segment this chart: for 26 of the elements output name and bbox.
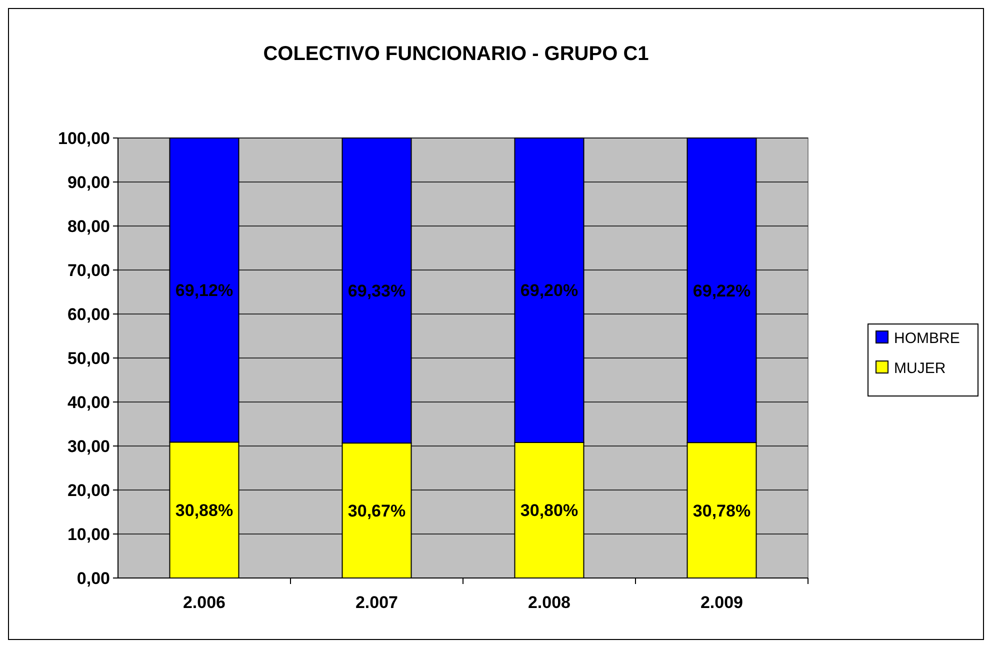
y-tick-label: 60,00 bbox=[67, 305, 110, 324]
y-tick-label: 50,00 bbox=[67, 349, 110, 368]
y-tick-label: 80,00 bbox=[67, 217, 110, 236]
chart-title: COLECTIVO FUNCIONARIO - GRUPO C1 bbox=[263, 43, 649, 65]
data-label: 30,80% bbox=[520, 501, 578, 520]
x-tick-label: 2.008 bbox=[528, 593, 571, 612]
y-tick-label: 90,00 bbox=[67, 173, 110, 192]
x-tick-label: 2.009 bbox=[700, 593, 744, 612]
data-label: 30,88% bbox=[175, 501, 234, 520]
legend-label: HOMBRE bbox=[894, 330, 960, 347]
data-label: 69,20% bbox=[520, 281, 578, 300]
y-tick-label: 10,00 bbox=[67, 525, 110, 544]
y-tick-label: 40,00 bbox=[67, 393, 110, 412]
data-label: 69,33% bbox=[348, 282, 406, 301]
x-tick-label: 2.007 bbox=[355, 593, 398, 612]
data-label: 30,78% bbox=[692, 501, 751, 520]
y-tick-label: 100,00 bbox=[58, 129, 110, 148]
data-label: 30,67% bbox=[348, 502, 406, 521]
data-label: 69,22% bbox=[692, 281, 751, 300]
x-tick-label: 2.006 bbox=[182, 593, 226, 612]
data-label: 69,12% bbox=[175, 281, 234, 300]
y-tick-label: 70,00 bbox=[67, 261, 110, 280]
y-tick-label: 20,00 bbox=[67, 481, 110, 500]
y-tick-label: 30,00 bbox=[67, 437, 110, 456]
y-tick-label: 0,00 bbox=[76, 569, 110, 588]
legend-label: MUJER bbox=[894, 360, 946, 377]
